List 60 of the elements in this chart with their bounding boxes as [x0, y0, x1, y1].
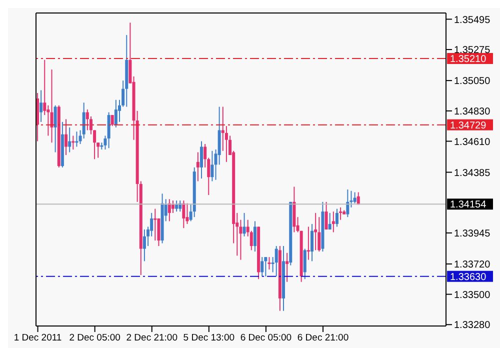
candlestick — [86, 109, 89, 131]
candlestick — [75, 131, 78, 148]
y-tick-label: 1.33280 — [454, 320, 491, 332]
candlestick — [268, 256, 271, 270]
candlestick — [72, 135, 75, 150]
ref-line-label: 1.33630 — [450, 272, 487, 283]
candlestick — [200, 140, 203, 179]
candlestick — [260, 256, 264, 277]
candlestick — [303, 248, 306, 280]
candlestick — [54, 104, 57, 153]
candlestick — [110, 114, 114, 127]
candlestick — [154, 208, 157, 242]
y-tick-label: 1.35495 — [454, 14, 491, 26]
candlestick — [104, 135, 107, 150]
candlestick — [339, 206, 342, 220]
candlestick — [40, 90, 43, 122]
candlestick — [253, 220, 256, 252]
candlestick — [314, 212, 318, 251]
candlestick — [182, 200, 186, 229]
x-tick-label: 1 Dec 2011 — [14, 332, 62, 344]
x-tick-label: 2 Dec 21:00 — [126, 332, 178, 344]
x-tick-label: 2 Dec 05:00 — [69, 332, 120, 344]
candlestick — [274, 246, 278, 277]
candlestick — [50, 69, 54, 144]
candlestick — [242, 212, 246, 237]
candlestick — [142, 228, 146, 262]
y-tick-label: 1.34830 — [454, 106, 491, 118]
y-tick-label: 1.33720 — [454, 260, 491, 270]
x-tick-label: 6 Dec 05:00 — [240, 332, 292, 344]
candlestick — [196, 152, 200, 182]
candlestick — [286, 252, 289, 282]
candlestick — [107, 112, 110, 149]
candlestick — [175, 200, 178, 212]
candlestick — [68, 126, 72, 153]
candlestick — [96, 142, 100, 158]
candlestick — [353, 192, 356, 204]
candlestick — [335, 208, 338, 228]
candlestick — [328, 212, 332, 230]
candlestick — [324, 201, 328, 230]
candlestick — [264, 256, 268, 277]
candlestick — [306, 226, 310, 260]
candlestick — [171, 200, 174, 214]
candlestick — [64, 118, 68, 156]
ref-line-label: 1.34154 — [450, 200, 487, 211]
x-tick-label: 6 Dec 21:00 — [297, 332, 349, 344]
candlestick — [310, 223, 314, 262]
y-tick-label: 1.35050 — [454, 76, 491, 88]
y-tick-label: 1.34610 — [454, 136, 491, 148]
candlestick — [332, 211, 335, 233]
candlestick — [318, 216, 321, 252]
y-tick-label: 1.33500 — [454, 290, 491, 301]
candlestick — [346, 188, 350, 218]
y-tick-label: 1.33945 — [454, 228, 491, 240]
ref-line-label: 1.35210 — [450, 54, 487, 65]
candlestick — [186, 202, 189, 224]
ref-line-label: 1.34729 — [450, 120, 487, 132]
y-tick-label: 1.34385 — [454, 168, 491, 179]
candlestick — [210, 150, 214, 182]
x-tick-label: 5 Dec 13:00 — [183, 332, 235, 344]
candlestick — [114, 99, 118, 128]
